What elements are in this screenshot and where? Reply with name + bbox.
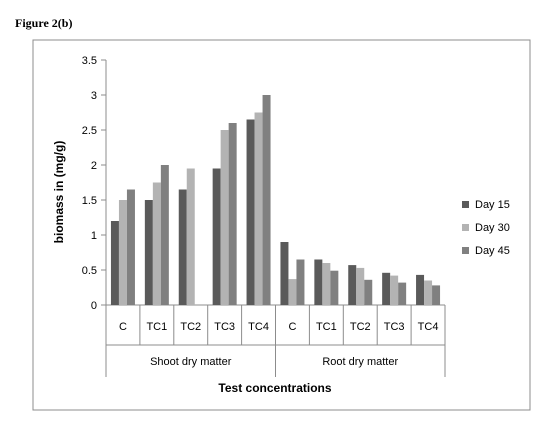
bar-day-45 bbox=[262, 95, 271, 305]
legend-label: Day 45 bbox=[475, 245, 510, 257]
bar-day-15 bbox=[246, 119, 255, 305]
y-tick-label: 1.5 bbox=[82, 195, 97, 207]
y-tick-label: 3 bbox=[91, 90, 97, 102]
bar-day-45 bbox=[330, 270, 339, 305]
x-tick-label: C bbox=[119, 321, 127, 333]
x-tick-label: TC4 bbox=[418, 321, 439, 333]
bar-day-45 bbox=[398, 282, 407, 305]
y-tick-label: 3.5 bbox=[82, 55, 97, 67]
bar-day-15 bbox=[144, 200, 153, 305]
x-group-label: Root dry matter bbox=[322, 356, 398, 368]
bar-day-15 bbox=[212, 168, 221, 305]
legend-swatch bbox=[462, 224, 469, 231]
y-tick-label: 1 bbox=[91, 230, 97, 242]
chart-frame bbox=[32, 39, 531, 411]
bar-day-30 bbox=[288, 279, 297, 305]
bar-day-30 bbox=[186, 168, 195, 305]
bar-day-30 bbox=[424, 280, 433, 305]
legend-swatch bbox=[462, 247, 469, 254]
bar-day-45 bbox=[126, 189, 135, 305]
bar-day-45 bbox=[364, 279, 373, 305]
figure-label: Figure 2(b) bbox=[15, 16, 73, 30]
x-tick-label: TC1 bbox=[316, 321, 337, 333]
bar-day-30 bbox=[390, 275, 399, 305]
y-tick-label: 2.5 bbox=[82, 125, 97, 137]
bar-day-45 bbox=[160, 165, 169, 305]
bar-day-15 bbox=[110, 221, 119, 305]
y-tick-label: 2 bbox=[91, 160, 97, 172]
bar-day-15 bbox=[178, 189, 187, 305]
bar-day-45 bbox=[432, 285, 441, 305]
legend-label: Day 30 bbox=[475, 222, 510, 234]
bar-day-30 bbox=[356, 267, 365, 305]
x-tick-label: TC3 bbox=[214, 321, 235, 333]
bar-day-30 bbox=[152, 182, 161, 305]
x-group-label: Shoot dry matter bbox=[150, 356, 232, 368]
bar-day-15 bbox=[280, 242, 289, 305]
y-tick-label: 0.5 bbox=[82, 265, 97, 277]
y-tick-label: 0 bbox=[91, 300, 97, 312]
bar-day-30 bbox=[322, 263, 331, 305]
x-tick-label: TC3 bbox=[384, 321, 405, 333]
bar-day-45 bbox=[228, 123, 237, 305]
x-tick-label: TC1 bbox=[146, 321, 167, 333]
bar-day-30 bbox=[220, 130, 229, 305]
y-axis-title: biomass in (mg/g) bbox=[52, 141, 66, 244]
bar-day-15 bbox=[314, 259, 323, 305]
bar-day-15 bbox=[416, 274, 425, 305]
bar-day-30 bbox=[254, 112, 263, 305]
bar-day-45 bbox=[296, 259, 305, 305]
x-tick-label: TC4 bbox=[248, 321, 269, 333]
bar-day-15 bbox=[348, 265, 357, 305]
x-tick-label: TC2 bbox=[180, 321, 201, 333]
bar-day-15 bbox=[382, 272, 391, 305]
x-axis-title: Test concentrations bbox=[218, 381, 331, 395]
legend-swatch bbox=[462, 201, 469, 208]
x-tick-label: TC2 bbox=[350, 321, 371, 333]
legend-label: Day 15 bbox=[475, 199, 510, 211]
x-tick-label: C bbox=[288, 321, 296, 333]
bar-day-30 bbox=[118, 200, 127, 305]
